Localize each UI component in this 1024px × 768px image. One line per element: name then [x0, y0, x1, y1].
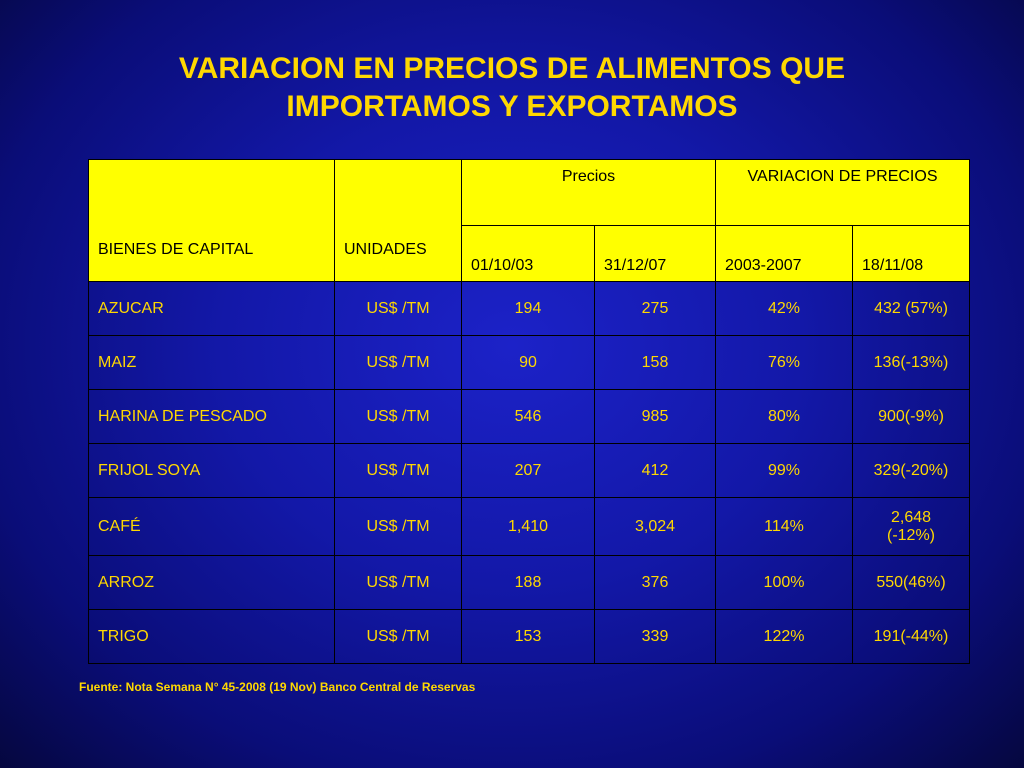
- cell-price-2008: 2,648 (-12%): [852, 497, 971, 556]
- table-row: HARINA DE PESCADO US$ /TM 546 985 80% 90…: [88, 389, 971, 444]
- cell-price-2003: 153: [461, 609, 595, 664]
- cell-price-2007: 275: [593, 281, 717, 336]
- table-row: FRIJOL SOYA US$ /TM 207 412 99% 329(-20%…: [88, 443, 971, 498]
- header-periodo: 2003-2007: [715, 225, 854, 282]
- cell-price-2008: 191(-44%): [852, 609, 971, 664]
- cell-price-2007: 339: [593, 609, 717, 664]
- cell-price-2008: 900(-9%): [852, 389, 971, 444]
- cell-price-2003: 90: [461, 335, 595, 390]
- cell-name: AZUCAR: [88, 281, 335, 336]
- cell-price-2008: 136(-13%): [852, 335, 971, 390]
- prices-table: BIENES DE CAPITAL UNIDADES Precios VARIA…: [88, 159, 971, 664]
- cell-variation: 42%: [715, 281, 854, 336]
- cell-unit: US$ /TM: [334, 443, 462, 498]
- table-row: MAIZ US$ /TM 90 158 76% 136(-13%): [88, 335, 971, 390]
- cell-variation: 99%: [715, 443, 854, 498]
- cell-name: TRIGO: [88, 609, 335, 664]
- cell-price-2007: 985: [593, 389, 717, 444]
- title-line-2: IMPORTAMOS Y EXPORTAMOS: [286, 90, 738, 123]
- header-unidades: UNIDADES: [334, 159, 462, 282]
- cell-price-2008-change: (-12%): [887, 526, 936, 544]
- header-precios: Precios: [460, 159, 717, 226]
- cell-price-2008: 550(46%): [852, 555, 971, 610]
- cell-price-2003: 1,410: [461, 497, 595, 556]
- header-variacion: VARIACION DE PRECIOS: [715, 159, 971, 226]
- cell-name: MAIZ: [88, 335, 335, 390]
- header-fecha-1: 01/10/03: [461, 225, 595, 282]
- cell-variation: 76%: [715, 335, 854, 390]
- cell-name: HARINA DE PESCADO: [88, 389, 335, 444]
- title-line-1: VARIACION EN PRECIOS DE ALIMENTOS QUE: [178, 52, 846, 85]
- slide-title: VARIACION EN PRECIOS DE ALIMENTOS QUE IM…: [60, 50, 964, 126]
- cell-unit: US$ /TM: [334, 497, 462, 556]
- cell-unit: US$ /TM: [334, 335, 462, 390]
- cell-variation: 122%: [715, 609, 854, 664]
- cell-unit: US$ /TM: [334, 281, 462, 336]
- cell-name: CAFÉ: [88, 497, 335, 556]
- cell-name: ARROZ: [88, 555, 335, 610]
- table-row: CAFÉ US$ /TM 1,410 3,024 114% 2,648 (-12…: [88, 497, 971, 556]
- cell-price-2007: 3,024: [593, 497, 717, 556]
- cell-variation: 80%: [715, 389, 854, 444]
- cell-variation: 100%: [715, 555, 854, 610]
- cell-unit: US$ /TM: [334, 609, 462, 664]
- cell-price-2003: 546: [461, 389, 595, 444]
- table-row: TRIGO US$ /TM 153 339 122% 191(-44%): [88, 609, 971, 664]
- cell-unit: US$ /TM: [334, 555, 462, 610]
- table-row: AZUCAR US$ /TM 194 275 42% 432 (57%): [88, 281, 971, 336]
- cell-price-2003: 194: [461, 281, 595, 336]
- cell-price-2003: 188: [461, 555, 595, 610]
- cell-price-2007: 158: [593, 335, 717, 390]
- cell-price-2007: 376: [593, 555, 717, 610]
- cell-unit: US$ /TM: [334, 389, 462, 444]
- header-fecha-3: 18/11/08: [852, 225, 971, 282]
- header-fecha-2: 31/12/07: [593, 225, 717, 282]
- cell-price-2003: 207: [461, 443, 595, 498]
- cell-price-2007: 412: [593, 443, 717, 498]
- header-bienes: BIENES DE CAPITAL: [88, 159, 335, 282]
- cell-variation: 114%: [715, 497, 854, 556]
- cell-price-2008: 432 (57%): [852, 281, 971, 336]
- table-row: ARROZ US$ /TM 188 376 100% 550(46%): [88, 555, 971, 610]
- cell-price-2008: 329(-20%): [852, 443, 971, 498]
- cell-price-2008-value: 2,648: [890, 508, 932, 526]
- cell-name: FRIJOL SOYA: [88, 443, 335, 498]
- source-note: Fuente: Nota Semana N° 45-2008 (19 Nov) …: [79, 680, 476, 694]
